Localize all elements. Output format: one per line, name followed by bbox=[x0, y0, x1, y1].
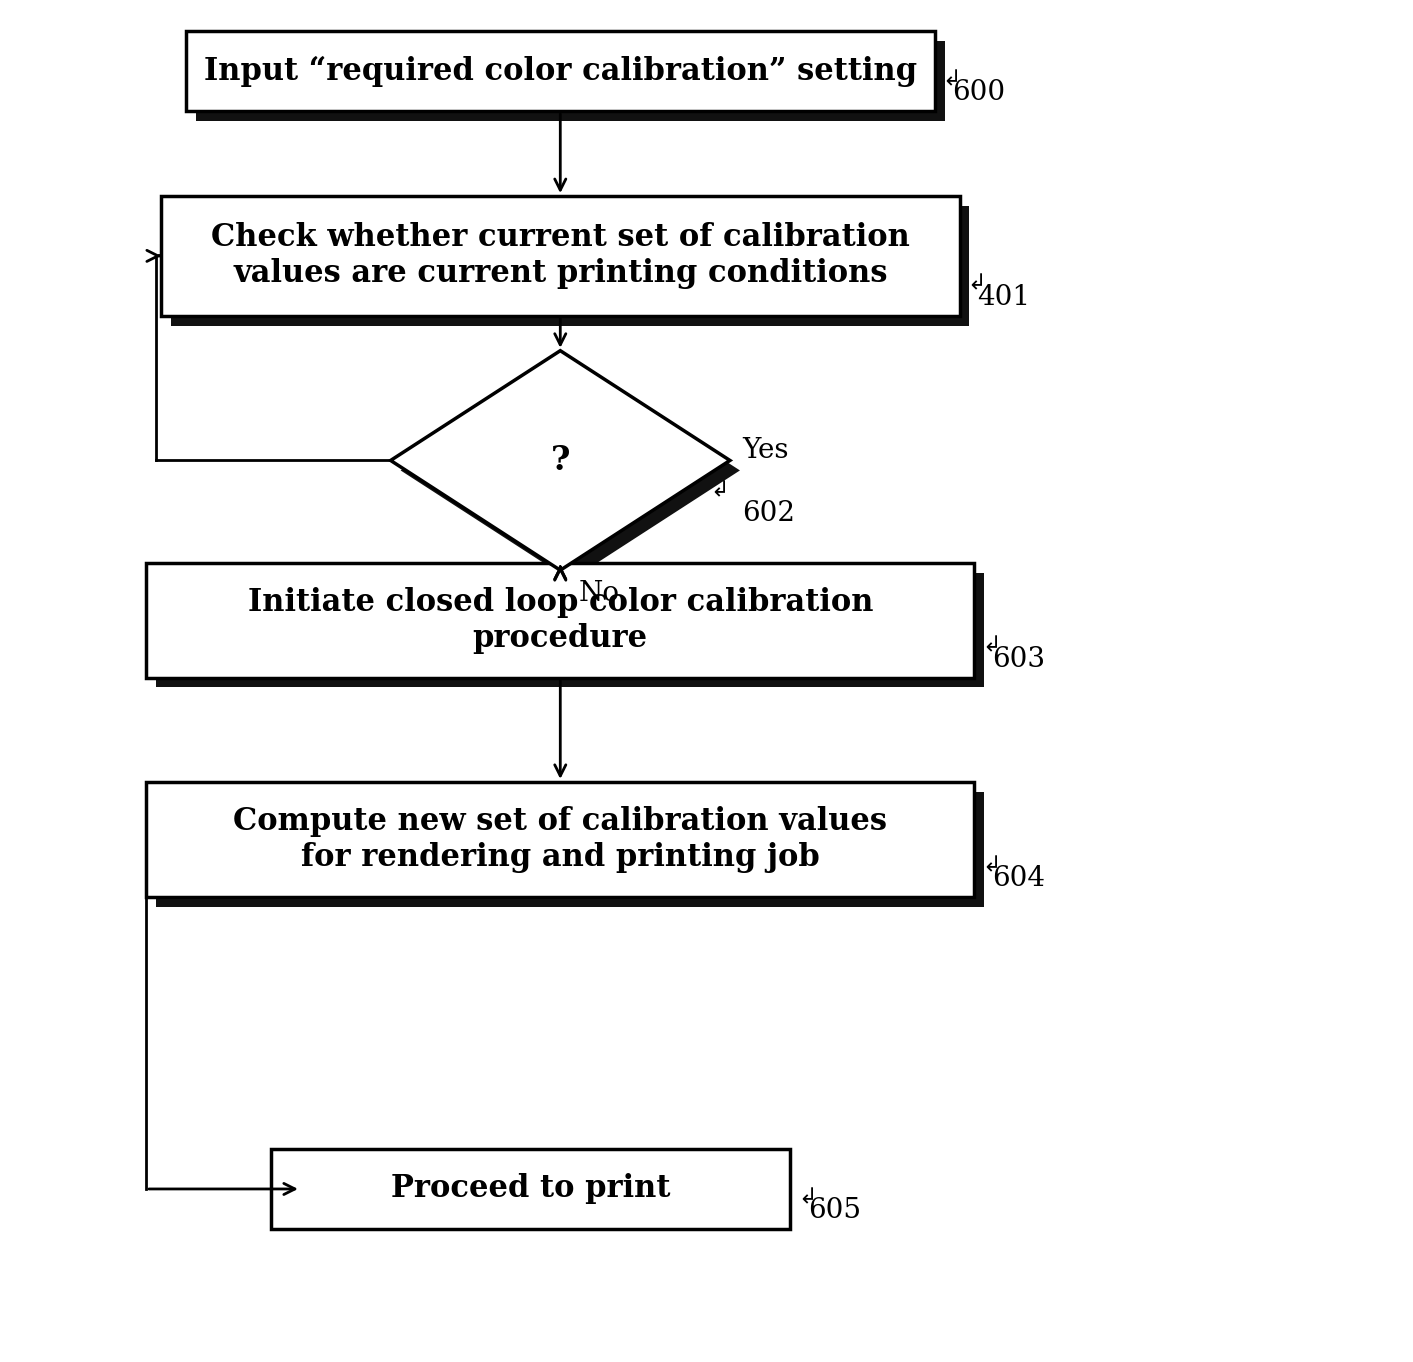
Text: ↲: ↲ bbox=[709, 481, 729, 500]
Text: ↲: ↲ bbox=[968, 274, 986, 294]
Text: Input “required color calibration” setting: Input “required color calibration” setti… bbox=[203, 56, 917, 87]
Polygon shape bbox=[390, 350, 731, 571]
Bar bbox=[155, 793, 985, 907]
Text: 604: 604 bbox=[992, 865, 1046, 892]
Text: Proceed to print: Proceed to print bbox=[390, 1174, 670, 1204]
Bar bbox=[161, 196, 959, 316]
Text: 602: 602 bbox=[742, 500, 796, 527]
Text: ?: ? bbox=[551, 444, 569, 477]
Text: Yes: Yes bbox=[742, 437, 788, 464]
Text: 605: 605 bbox=[808, 1197, 861, 1224]
Bar bbox=[146, 563, 975, 677]
Bar bbox=[155, 573, 985, 688]
Bar bbox=[187, 31, 934, 112]
Text: 401: 401 bbox=[978, 283, 1030, 311]
Bar bbox=[171, 206, 969, 326]
Text: Check whether current set of calibration
values are current printing conditions: Check whether current set of calibration… bbox=[211, 222, 910, 289]
Text: 600: 600 bbox=[952, 79, 1006, 106]
Bar bbox=[146, 782, 975, 898]
Bar bbox=[196, 41, 944, 121]
Polygon shape bbox=[401, 361, 740, 580]
Text: ↲: ↲ bbox=[798, 1186, 817, 1207]
Text: Compute new set of calibration values
for rendering and printing job: Compute new set of calibration values fo… bbox=[233, 806, 887, 873]
Text: ↲: ↲ bbox=[982, 855, 1000, 876]
Text: 603: 603 bbox=[992, 646, 1046, 673]
Bar bbox=[271, 1150, 790, 1229]
Text: Initiate closed loop color calibration
procedure: Initiate closed loop color calibration p… bbox=[247, 587, 873, 654]
Text: ↲: ↲ bbox=[982, 636, 1000, 655]
Text: ↲: ↲ bbox=[942, 69, 961, 89]
Text: No: No bbox=[578, 580, 619, 607]
